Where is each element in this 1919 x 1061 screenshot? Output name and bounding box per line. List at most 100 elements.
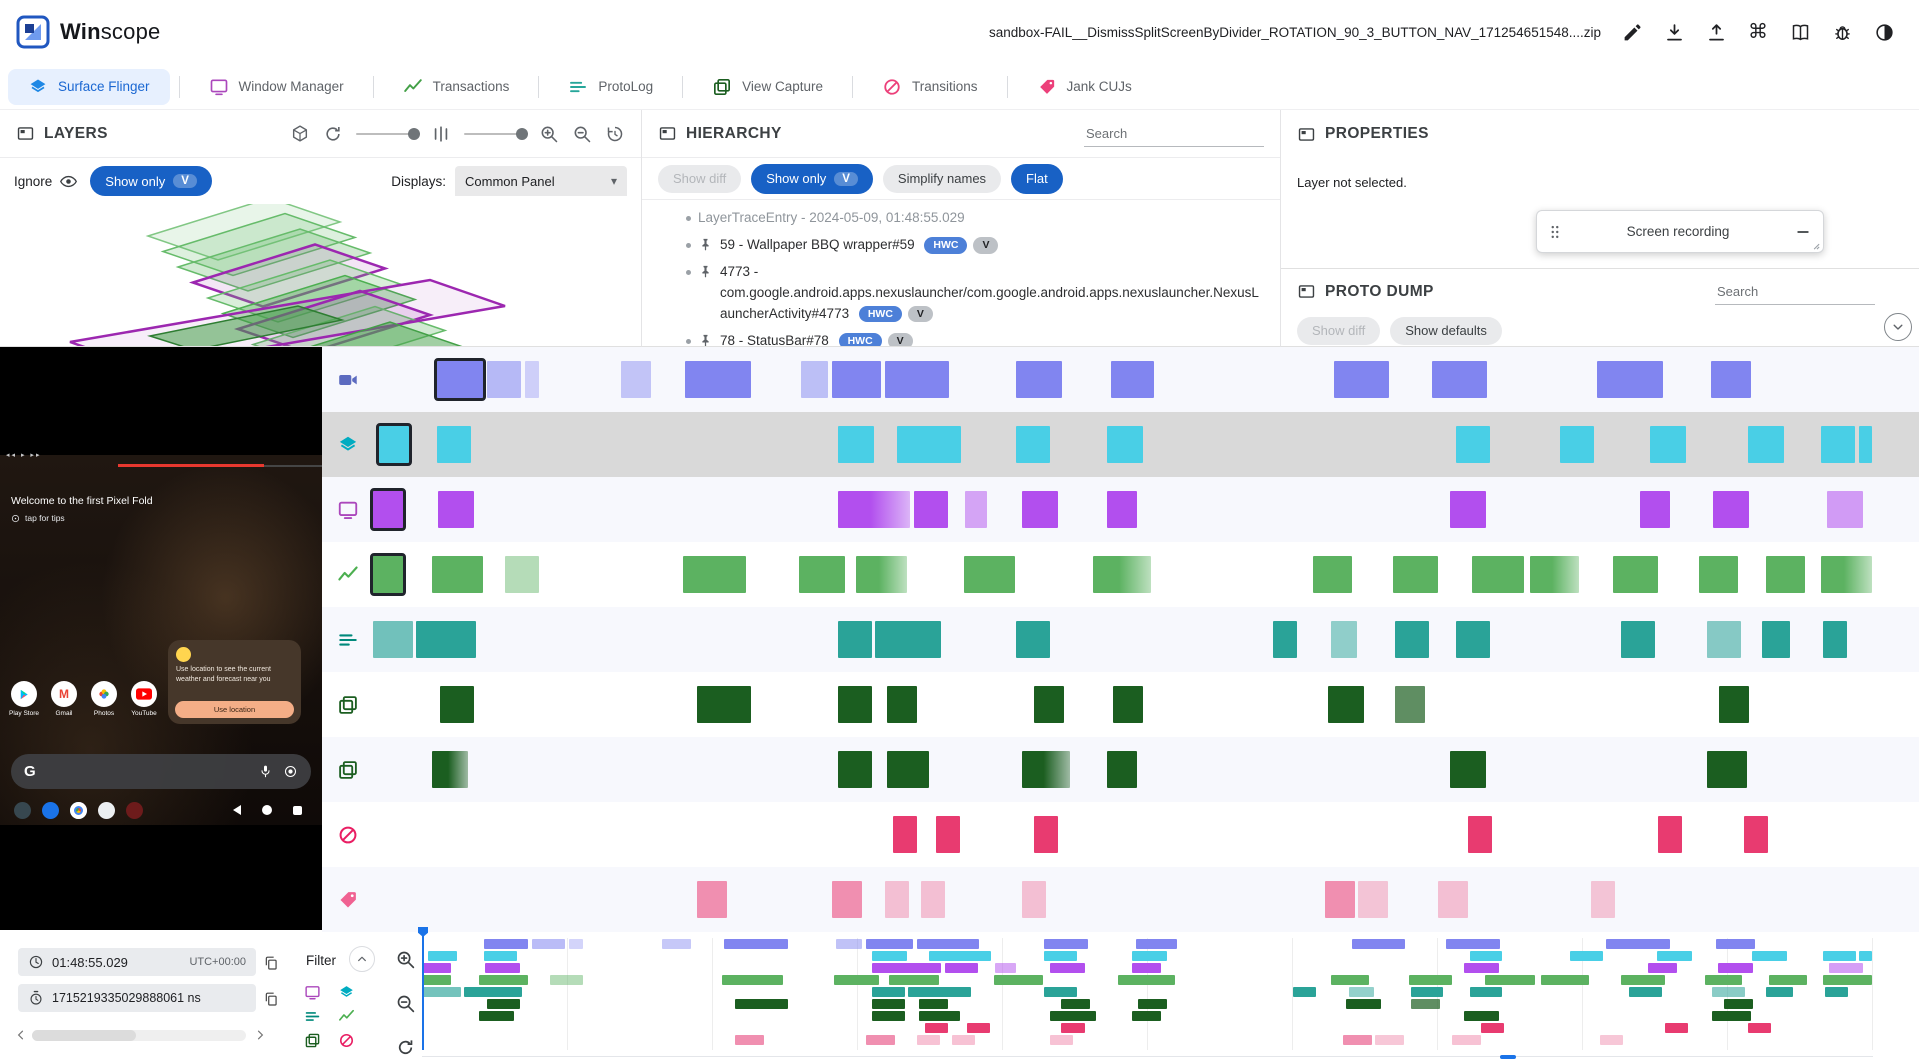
- filter-trace-toggle[interactable]: [304, 1032, 321, 1050]
- hierarchy-search-input[interactable]: [1084, 120, 1264, 147]
- trace-entry-block[interactable]: [370, 488, 406, 531]
- tab-surface-flinger[interactable]: Surface Flinger: [8, 68, 170, 105]
- download-traces-button[interactable]: [1655, 13, 1693, 51]
- filter-collapse-button[interactable]: [349, 946, 375, 972]
- trace-entry-block[interactable]: [434, 358, 486, 401]
- trace-entry-block[interactable]: [965, 491, 987, 528]
- home-app-youtube[interactable]: YouTube: [128, 681, 160, 717]
- tree-node[interactable]: 78 - StatusBar#78 HWC V: [642, 328, 1280, 346]
- trace-entry-block[interactable]: [1456, 426, 1490, 463]
- tree-node[interactable]: 59 - Wallpaper BBQ wrapper#59 HWC V: [642, 232, 1280, 259]
- timeline-track-surface-flinger[interactable]: [373, 412, 1919, 477]
- filter-trace-toggle[interactable]: [338, 984, 355, 1002]
- trace-entry-block[interactable]: [1699, 556, 1738, 593]
- trace-entry-block[interactable]: [437, 426, 471, 463]
- rotation-slider[interactable]: [356, 127, 420, 140]
- ns-time-field[interactable]: 1715219335029888061 ns: [18, 984, 256, 1012]
- tab-jank-cujs[interactable]: Jank CUJs: [1017, 69, 1152, 105]
- trace-entry-block[interactable]: [1707, 751, 1747, 788]
- trace-entry-block[interactable]: [1034, 686, 1064, 723]
- filter-trace-toggle[interactable]: [304, 1008, 321, 1026]
- edit-file-name-button[interactable]: [1613, 13, 1651, 51]
- trace-entry-block[interactable]: [1456, 621, 1490, 658]
- scroll-left-button[interactable]: [13, 1027, 29, 1043]
- trace-entry-block[interactable]: [1022, 751, 1070, 788]
- trace-entry-block[interactable]: [1640, 491, 1670, 528]
- tree-node[interactable]: 4773 - com.google.android.apps.nexuslaun…: [642, 259, 1280, 328]
- trace-entry-block[interactable]: [1821, 556, 1872, 593]
- google-search-bar[interactable]: G: [11, 754, 311, 789]
- copy-ns-time-button[interactable]: [258, 986, 284, 1012]
- trace-entry-block[interactable]: [1823, 621, 1847, 658]
- timeline-track-view-capture-launcher[interactable]: [373, 737, 1919, 802]
- trace-entry-block[interactable]: [1325, 881, 1355, 918]
- screen-recording-window[interactable]: Screen recording: [1536, 210, 1824, 253]
- trace-entry-block[interactable]: [1468, 816, 1492, 853]
- trace-entry-block[interactable]: [487, 361, 521, 398]
- trace-entry-block[interactable]: [1022, 491, 1058, 528]
- trace-entry-block[interactable]: [887, 751, 929, 788]
- zoom-out-button[interactable]: [572, 124, 592, 144]
- minimap-scroll-indicator[interactable]: [1500, 1055, 1516, 1059]
- trace-entry-block[interactable]: [1093, 556, 1151, 593]
- trace-entry-block[interactable]: [1762, 621, 1790, 658]
- tab-transactions[interactable]: Transactions: [383, 69, 530, 105]
- trace-entry-block[interactable]: [432, 751, 468, 788]
- trace-entry-block[interactable]: [505, 556, 539, 593]
- use-location-button[interactable]: Use location: [175, 701, 294, 718]
- timeline-track-jank-cujs[interactable]: [373, 867, 1919, 932]
- show-diff-button[interactable]: Show diff: [658, 164, 742, 193]
- home-app-gmail[interactable]: M Gmail: [48, 681, 80, 717]
- trace-entry-block[interactable]: [1560, 426, 1594, 463]
- filter-trace-toggle[interactable]: [338, 1008, 355, 1026]
- trace-entry-block[interactable]: [1821, 426, 1855, 463]
- filter-trace-toggle[interactable]: [304, 984, 321, 1002]
- trace-entry-block[interactable]: [1450, 751, 1486, 788]
- trace-entry-block[interactable]: [1016, 621, 1050, 658]
- taskbar-app-icon[interactable]: [42, 801, 59, 819]
- trace-entry-block[interactable]: [1328, 686, 1364, 723]
- timeline-track-protolog[interactable]: [373, 607, 1919, 672]
- trace-entry-block[interactable]: [1591, 881, 1615, 918]
- trace-entry-block[interactable]: [370, 553, 406, 596]
- trace-entry-block[interactable]: [1395, 686, 1425, 723]
- trace-entry-block[interactable]: [1597, 361, 1663, 398]
- home-app-photos[interactable]: Photos: [88, 681, 120, 717]
- trace-entry-block[interactable]: [799, 556, 845, 593]
- trace-entry-block[interactable]: [1113, 686, 1143, 723]
- timeline-reset-zoom-button[interactable]: [392, 1034, 419, 1061]
- dark-mode-toggle[interactable]: [1865, 13, 1903, 51]
- trace-entry-block[interactable]: [1621, 621, 1655, 658]
- trace-entry-block[interactable]: [1450, 491, 1486, 528]
- trace-entry-block[interactable]: [697, 881, 727, 918]
- layers-3d-view[interactable]: [0, 197, 641, 346]
- trace-entry-block[interactable]: [416, 621, 476, 658]
- trace-entry-block[interactable]: [832, 881, 862, 918]
- location-notification-card[interactable]: Use location to see the current weather …: [168, 640, 301, 724]
- trace-entry-block[interactable]: [373, 621, 413, 658]
- trace-entry-block[interactable]: [1711, 361, 1751, 398]
- filter-trace-toggle[interactable]: [338, 1032, 355, 1050]
- trace-entry-block[interactable]: [1748, 426, 1784, 463]
- trace-entry-block[interactable]: [1707, 621, 1741, 658]
- proto-dump-search-input[interactable]: [1715, 278, 1875, 305]
- trace-entry-block[interactable]: [1530, 556, 1579, 593]
- timeline-track-transactions[interactable]: [370, 542, 1919, 607]
- trace-entry-block[interactable]: [1107, 491, 1137, 528]
- trace-entry-block[interactable]: [1650, 426, 1686, 463]
- trace-entry-block[interactable]: [1313, 556, 1352, 593]
- trace-entry-block[interactable]: [1713, 491, 1749, 528]
- trace-entry-block[interactable]: [683, 556, 746, 593]
- trace-entry-block[interactable]: [1438, 881, 1468, 918]
- timeline-minimap[interactable]: [418, 927, 1873, 1059]
- timeline-track-view-capture-taskbar[interactable]: [373, 672, 1919, 737]
- taskbar-app-icon[interactable]: [70, 801, 87, 819]
- trace-entry-block[interactable]: [885, 881, 909, 918]
- trace-entry-block[interactable]: [1472, 556, 1524, 593]
- timeline-cursor-handle[interactable]: [418, 927, 428, 937]
- trace-entry-block[interactable]: [964, 556, 1015, 593]
- trace-entry-block[interactable]: [885, 361, 949, 398]
- trace-entry-block[interactable]: [838, 491, 910, 528]
- trace-entry-block[interactable]: [1358, 881, 1388, 918]
- trace-entry-block[interactable]: [432, 556, 483, 593]
